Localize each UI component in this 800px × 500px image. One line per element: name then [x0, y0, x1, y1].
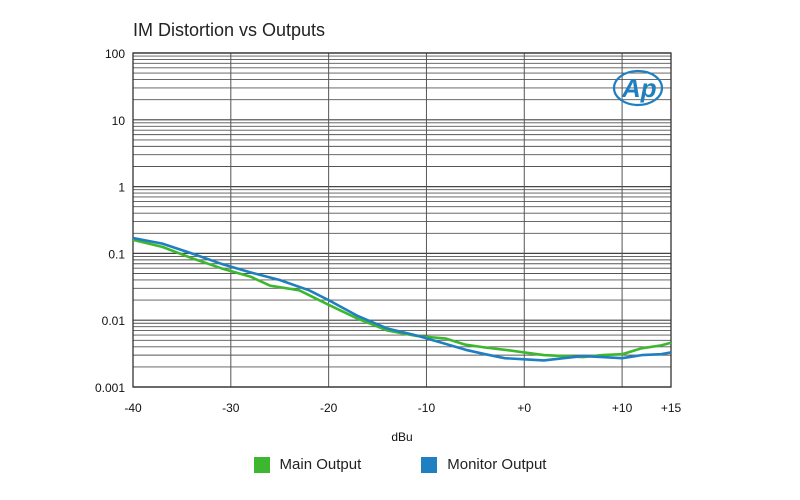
legend-item-main-output: Main Output [253, 456, 362, 473]
x-tick-label: -30 [222, 401, 240, 415]
legend-swatch-monitor-output [421, 456, 438, 473]
axis-layer: 100 10 1 0.1 0.01 0.001 -40 -30 -20 -10 +0 +10 +15 dB… [95, 47, 682, 444]
legend-label-monitor-output: Monitor Output [447, 456, 547, 473]
y-tick-label: 10 [112, 114, 126, 128]
x-tick-label: -40 [124, 401, 142, 415]
x-tick-label: +15 [661, 401, 682, 415]
plot-frame [132, 52, 672, 388]
x-tick-label: +0 [517, 401, 531, 415]
series-line-main-output [132, 238, 672, 359]
legend-swatch-main-output [253, 456, 270, 473]
series-layer [132, 236, 672, 362]
y-tick-label: 0.01 [102, 314, 126, 328]
chart-title: IM Distortion vs Outputs [133, 20, 326, 40]
x-tick-label: +10 [612, 401, 633, 415]
grid-layer [132, 52, 672, 388]
y-tick-label: 1 [118, 181, 125, 195]
x-axis-label: dBu [391, 430, 412, 444]
y-tick-label: 100 [105, 47, 125, 61]
y-tick-label: 0.1 [108, 247, 125, 261]
logo-text: Ap [621, 73, 657, 103]
x-tick-label: -20 [320, 401, 338, 415]
ap-logo-icon: Ap [612, 69, 664, 107]
legend-label-main-output: Main Output [279, 456, 362, 473]
y-tick-label: 0.001 [95, 381, 125, 395]
x-tick-label: -10 [418, 401, 436, 415]
legend: Main Output Monitor Output [0, 456, 800, 473]
series-line-monitor-output [132, 236, 672, 362]
legend-item-monitor-output: Monitor Output [421, 456, 546, 473]
